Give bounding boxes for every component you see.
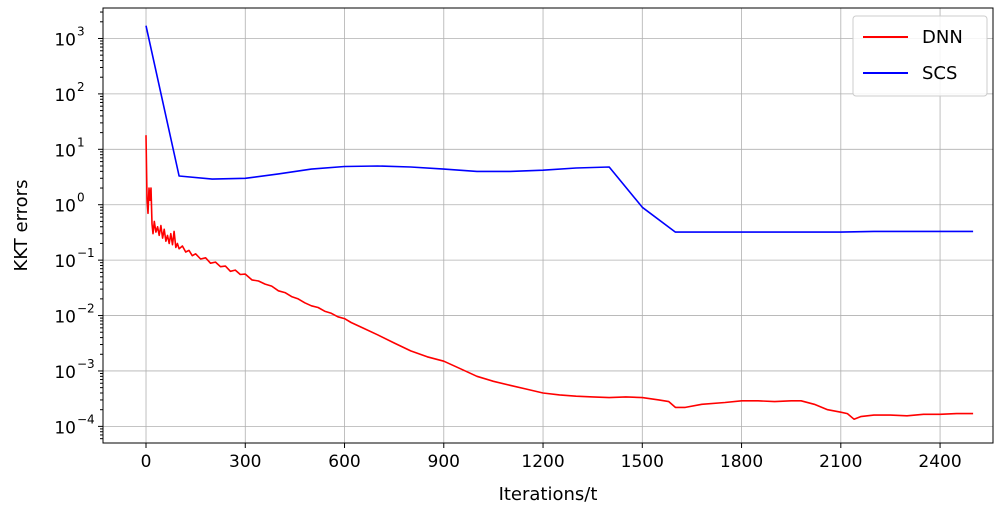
x-tick-label: 2100: [819, 452, 862, 472]
y-tick-label: 10: [54, 252, 76, 272]
x-tick-label: 1500: [621, 452, 664, 472]
y-tick-label: 10: [54, 86, 76, 106]
y-tick-label: 10: [54, 363, 76, 383]
y-tick-exponent: 1: [77, 135, 85, 149]
x-tick-label: 1800: [720, 452, 763, 472]
y-tick-label: 10: [54, 197, 76, 217]
y-tick-exponent: −2: [77, 302, 95, 316]
series-line-dnn: [145, 135, 974, 421]
y-tick-label: 10: [54, 308, 76, 328]
y-tick-label: 10: [54, 141, 76, 161]
x-tick-label: 900: [428, 452, 460, 472]
legend-label-dnn: DNN: [922, 27, 963, 48]
plot-frame: [102, 7, 994, 444]
y-tick-exponent: −4: [77, 412, 95, 426]
y-tick-label: 10: [54, 30, 76, 50]
grid: [103, 8, 993, 443]
x-tick-label: 1200: [521, 452, 564, 472]
plot-series: [145, 25, 974, 421]
x-axis-label: Iterations/t: [499, 484, 598, 505]
y-tick-exponent: 2: [77, 80, 85, 94]
legend: DNN SCS: [852, 15, 988, 97]
y-tick-exponent: 3: [77, 24, 85, 38]
y-axis-label: KKT errors: [11, 180, 32, 272]
legend-box: [852, 15, 988, 97]
x-tick-label: 0: [141, 452, 152, 472]
series-line-scs: [145, 25, 974, 233]
legend-label-scs: SCS: [922, 63, 957, 84]
x-tick-label: 300: [229, 452, 261, 472]
y-tick-label: 10: [54, 418, 76, 438]
y-tick-exponent: −3: [77, 357, 95, 371]
y-tick-exponent: 0: [77, 191, 85, 205]
y-tick-exponent: −1: [77, 246, 95, 260]
x-tick-label: 2400: [918, 452, 961, 472]
x-tick-label: 600: [328, 452, 360, 472]
